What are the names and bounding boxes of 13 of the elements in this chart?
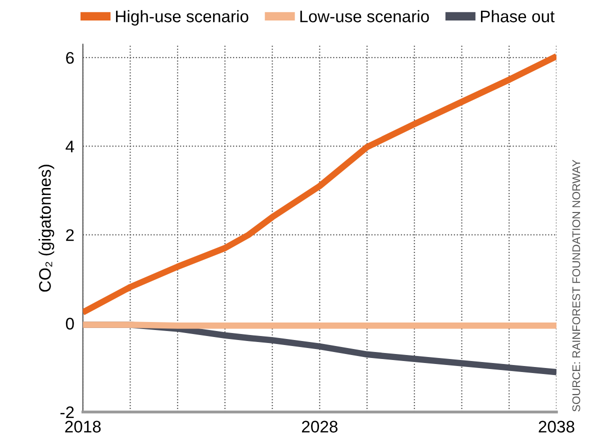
y-axis-title: CO₂ (gigatonnes): [38, 164, 54, 292]
y-tick-label: 6: [66, 52, 74, 64]
y-tick-label: 4: [66, 140, 74, 152]
legend-label: Phase out: [480, 10, 555, 22]
source-note: SOURCE: RAINFOREST FOUNDATION NORWAY: [572, 160, 580, 412]
x-tick-label: 2018: [65, 420, 101, 433]
y-tick-label: 2: [66, 229, 74, 241]
x-tick-label: 2028: [302, 420, 338, 433]
y-tick-label: -2: [60, 406, 74, 418]
y-tick-label: 0: [66, 318, 74, 330]
legend-label: Low-use scenario: [300, 10, 429, 22]
x-tick-label: 2038: [538, 420, 574, 433]
legend-label: High-use scenario: [116, 10, 248, 26]
